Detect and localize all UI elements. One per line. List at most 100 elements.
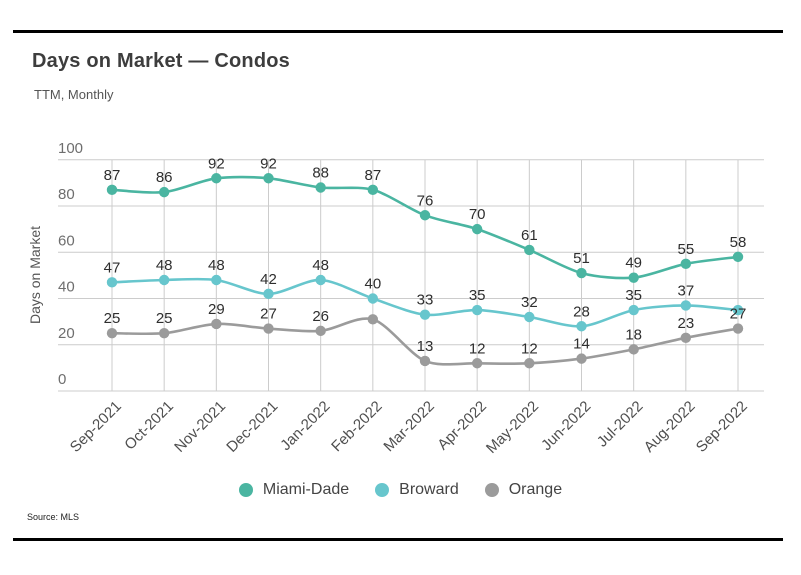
data-point: [106, 277, 118, 288]
data-point: [576, 353, 587, 364]
data-point: [106, 184, 118, 196]
legend-label: Broward: [399, 481, 459, 498]
data-point: [471, 304, 483, 316]
data-point: [576, 321, 587, 332]
y-axis-title: Days on Market: [27, 226, 43, 324]
data-point-label: 76: [417, 192, 434, 209]
data-point-label: 23: [677, 315, 694, 332]
data-point-label: 27: [730, 306, 747, 323]
data-point-label: 14: [573, 336, 590, 353]
data-point-label: 12: [469, 340, 486, 357]
data-point: [419, 309, 431, 320]
data-point: [628, 272, 639, 283]
data-point-label: 92: [208, 155, 225, 172]
legend-item-miami-dade: Miami-Dade: [238, 481, 350, 499]
data-point-label: 61: [521, 227, 538, 244]
legend-item-orange: Orange: [484, 481, 563, 499]
y-tick-label: 100: [58, 140, 83, 157]
line-chart-svg: 0 20 40 60 80 100 Sep-2021Oct-2021Nov-2021Dec-…: [27, 140, 764, 457]
data-point: [211, 173, 222, 184]
data-point-label: 55: [677, 241, 694, 258]
data-point-label: 32: [521, 294, 538, 311]
data-point: [263, 173, 274, 184]
legend-item-broward: Broward: [375, 481, 459, 499]
page-subtitle: TTM, Monthly: [34, 87, 114, 102]
x-tick-label: Oct-2021: [121, 398, 177, 454]
data-point: [732, 251, 744, 263]
data-point: [680, 300, 692, 311]
data-point-label: 33: [417, 292, 434, 309]
data-point: [732, 323, 744, 334]
data-point: [680, 258, 692, 270]
data-point: [315, 182, 326, 193]
data-point: [315, 325, 326, 337]
data-point-label: 70: [469, 206, 486, 223]
legend-dot-icon: [484, 483, 499, 497]
legend-label: Orange: [508, 481, 563, 498]
y-tick-label: 60: [58, 232, 75, 249]
x-tick-label: Sep-2021: [67, 398, 125, 456]
data-point: [315, 274, 326, 286]
data-point-label: 88: [312, 165, 329, 182]
data-point: [263, 323, 274, 334]
data-point: [680, 332, 692, 344]
data-point: [158, 274, 170, 286]
x-tick-label: Jul-2022: [594, 398, 647, 451]
data-point-label: 48: [312, 257, 329, 274]
data-point: [158, 327, 170, 339]
data-point-label: 37: [677, 282, 694, 299]
data-point: [524, 358, 535, 369]
data-point-label: 49: [625, 255, 642, 272]
y-tick-label: 20: [58, 325, 75, 342]
bottom-border-rule: [13, 538, 783, 541]
y-tick-label: 0: [58, 371, 66, 388]
data-point: [524, 244, 535, 256]
data-point-label: 35: [469, 287, 486, 304]
x-tick-label: Jun-2022: [538, 398, 594, 454]
x-tick-label: Apr-2022: [434, 398, 490, 454]
x-tick-label: Feb-2022: [328, 398, 385, 455]
data-point: [419, 355, 431, 367]
x-tick-label: May-2022: [483, 398, 542, 457]
data-point: [576, 267, 587, 279]
data-point-label: 25: [104, 310, 121, 327]
data-point: [211, 274, 222, 286]
data-point-label: 26: [312, 308, 329, 325]
data-point: [732, 304, 744, 316]
chart-legend: Miami-Dade Broward Orange: [0, 481, 801, 499]
x-tick-label: Mar-2022: [380, 398, 437, 455]
data-point-label: 18: [625, 326, 642, 343]
data-point-label: 42: [260, 271, 277, 288]
data-point-label: 58: [730, 234, 747, 251]
data-point-label: 48: [208, 257, 225, 274]
data-point-label: 92: [260, 155, 277, 172]
data-point-label: 87: [104, 167, 121, 184]
data-point-label: 51: [573, 250, 590, 267]
x-tick-label: Sep-2022: [693, 398, 751, 456]
data-point: [524, 311, 535, 323]
data-point: [263, 288, 274, 300]
data-point: [158, 186, 170, 198]
data-point: [471, 223, 483, 235]
legend-dot-icon: [375, 483, 390, 497]
data-point-label: 27: [260, 306, 277, 323]
data-point: [367, 293, 379, 304]
y-tick-label: 40: [58, 279, 75, 296]
data-point-label: 40: [364, 276, 381, 293]
data-point: [211, 318, 222, 330]
data-point-label: 29: [208, 301, 225, 318]
data-point-label: 48: [156, 257, 173, 274]
data-point-label: 35: [625, 287, 642, 304]
data-point-label: 12: [521, 340, 538, 357]
data-point-label: 87: [364, 167, 381, 184]
data-point-label: 86: [156, 169, 173, 186]
x-tick-label: Nov-2021: [171, 398, 229, 456]
top-border-rule: [13, 30, 783, 33]
y-tick-label: 80: [58, 186, 75, 203]
data-point: [628, 344, 639, 355]
data-point: [471, 358, 483, 369]
data-point: [367, 184, 379, 196]
data-point-label: 25: [156, 310, 173, 327]
legend-label: Miami-Dade: [262, 481, 350, 498]
